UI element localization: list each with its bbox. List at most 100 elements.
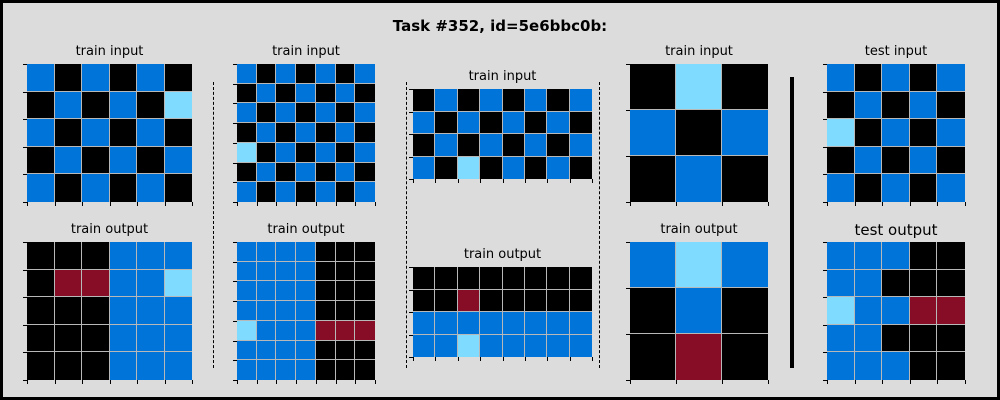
grid-cell bbox=[413, 267, 436, 290]
grid-cell bbox=[27, 297, 55, 325]
grid-cell bbox=[882, 119, 910, 147]
axis-tick bbox=[233, 182, 237, 183]
axis-tick bbox=[910, 202, 911, 206]
axis-tick bbox=[626, 64, 630, 65]
grid-cell bbox=[435, 289, 458, 312]
axis-tick bbox=[409, 89, 413, 90]
grid-cell bbox=[827, 352, 855, 380]
grid-cell bbox=[315, 103, 336, 124]
axis-tick bbox=[882, 380, 883, 384]
axis-tick bbox=[233, 262, 237, 263]
axis-tick bbox=[722, 202, 723, 206]
grid-cell bbox=[355, 261, 375, 282]
grid-cell bbox=[722, 242, 768, 288]
grid-cell bbox=[54, 146, 82, 175]
axis-tick bbox=[855, 380, 856, 384]
axis-tick bbox=[110, 380, 111, 384]
grid-cell bbox=[276, 301, 297, 321]
axis-tick bbox=[525, 357, 526, 361]
axis-tick bbox=[23, 352, 27, 353]
grid-cell bbox=[355, 281, 375, 302]
axis-tick bbox=[458, 357, 459, 361]
axis-tick bbox=[676, 202, 677, 206]
grid-cell bbox=[82, 324, 110, 353]
grid-cell bbox=[315, 261, 336, 282]
grid-cell bbox=[82, 119, 110, 147]
grid-cell bbox=[137, 146, 165, 175]
grid-cell bbox=[909, 146, 938, 175]
panel-label: train output bbox=[660, 222, 738, 237]
grid-cell bbox=[854, 242, 883, 270]
axis-tick bbox=[592, 179, 593, 183]
axis-tick bbox=[192, 380, 193, 384]
grid-cell bbox=[335, 360, 356, 380]
grid-cell bbox=[827, 174, 855, 202]
grid-cell bbox=[502, 111, 525, 134]
panel-label: test input bbox=[864, 44, 928, 59]
grid-cell bbox=[237, 320, 257, 341]
grid-cell bbox=[882, 297, 910, 325]
grid-cell bbox=[909, 64, 938, 92]
axis-tick bbox=[237, 380, 238, 384]
grid-cell bbox=[882, 91, 910, 120]
axis-tick bbox=[435, 179, 436, 183]
pixel-grid bbox=[237, 242, 375, 380]
grid-cell bbox=[722, 110, 768, 156]
grid-cell bbox=[54, 324, 82, 353]
grid-cell bbox=[909, 91, 938, 120]
grid-cell bbox=[630, 64, 676, 110]
grid-cell bbox=[547, 89, 570, 112]
grid-cell bbox=[937, 352, 965, 380]
grid-cell bbox=[54, 352, 82, 380]
grid-cell bbox=[109, 269, 137, 298]
grid-cell bbox=[335, 182, 356, 202]
axis-tick bbox=[23, 92, 27, 93]
grid-cell bbox=[547, 312, 570, 335]
axis-tick bbox=[375, 202, 376, 206]
grid-cell bbox=[296, 242, 316, 262]
grid-cell bbox=[109, 352, 137, 380]
grid-cell bbox=[547, 156, 570, 179]
panel-label: train input bbox=[272, 44, 340, 59]
grid-cell bbox=[524, 156, 548, 179]
grid-cell bbox=[569, 312, 592, 335]
grid-cell bbox=[296, 142, 316, 163]
axis-tick bbox=[409, 357, 413, 358]
axis-tick bbox=[355, 202, 356, 206]
grid-cell bbox=[296, 301, 316, 321]
pixel-grid bbox=[413, 89, 592, 179]
axis-tick bbox=[23, 174, 27, 175]
grid-cell bbox=[296, 103, 316, 124]
grid-cell bbox=[237, 261, 257, 282]
grid-cell bbox=[502, 334, 525, 357]
grid-cell bbox=[630, 156, 676, 202]
grid-cell bbox=[435, 334, 458, 357]
grid-cell bbox=[315, 360, 336, 380]
axis-tick bbox=[592, 357, 593, 361]
grid-cell bbox=[335, 142, 356, 163]
axis-tick bbox=[823, 174, 827, 175]
grid-cell bbox=[54, 242, 82, 270]
grid-cell bbox=[854, 297, 883, 325]
grid-cell bbox=[854, 119, 883, 147]
grid-cell bbox=[854, 352, 883, 380]
grid-cell bbox=[27, 324, 55, 353]
axis-tick bbox=[547, 179, 548, 183]
grid-cell bbox=[569, 89, 592, 112]
grid-cell bbox=[315, 162, 336, 183]
grid-cell bbox=[237, 162, 257, 183]
axis-tick bbox=[257, 202, 258, 206]
pixel-grid bbox=[413, 267, 592, 357]
axis-tick bbox=[137, 380, 138, 384]
grid-cell bbox=[722, 334, 768, 380]
grid-cell bbox=[296, 320, 316, 341]
grid-cell bbox=[237, 242, 257, 262]
grid-cell bbox=[827, 297, 855, 325]
grid-cell bbox=[296, 261, 316, 282]
axis-tick bbox=[965, 380, 966, 384]
axis-tick bbox=[409, 335, 413, 336]
grid-cell bbox=[909, 352, 938, 380]
grid-cell bbox=[854, 91, 883, 120]
grid-cell bbox=[457, 89, 481, 112]
panel-label: train output bbox=[70, 222, 149, 237]
